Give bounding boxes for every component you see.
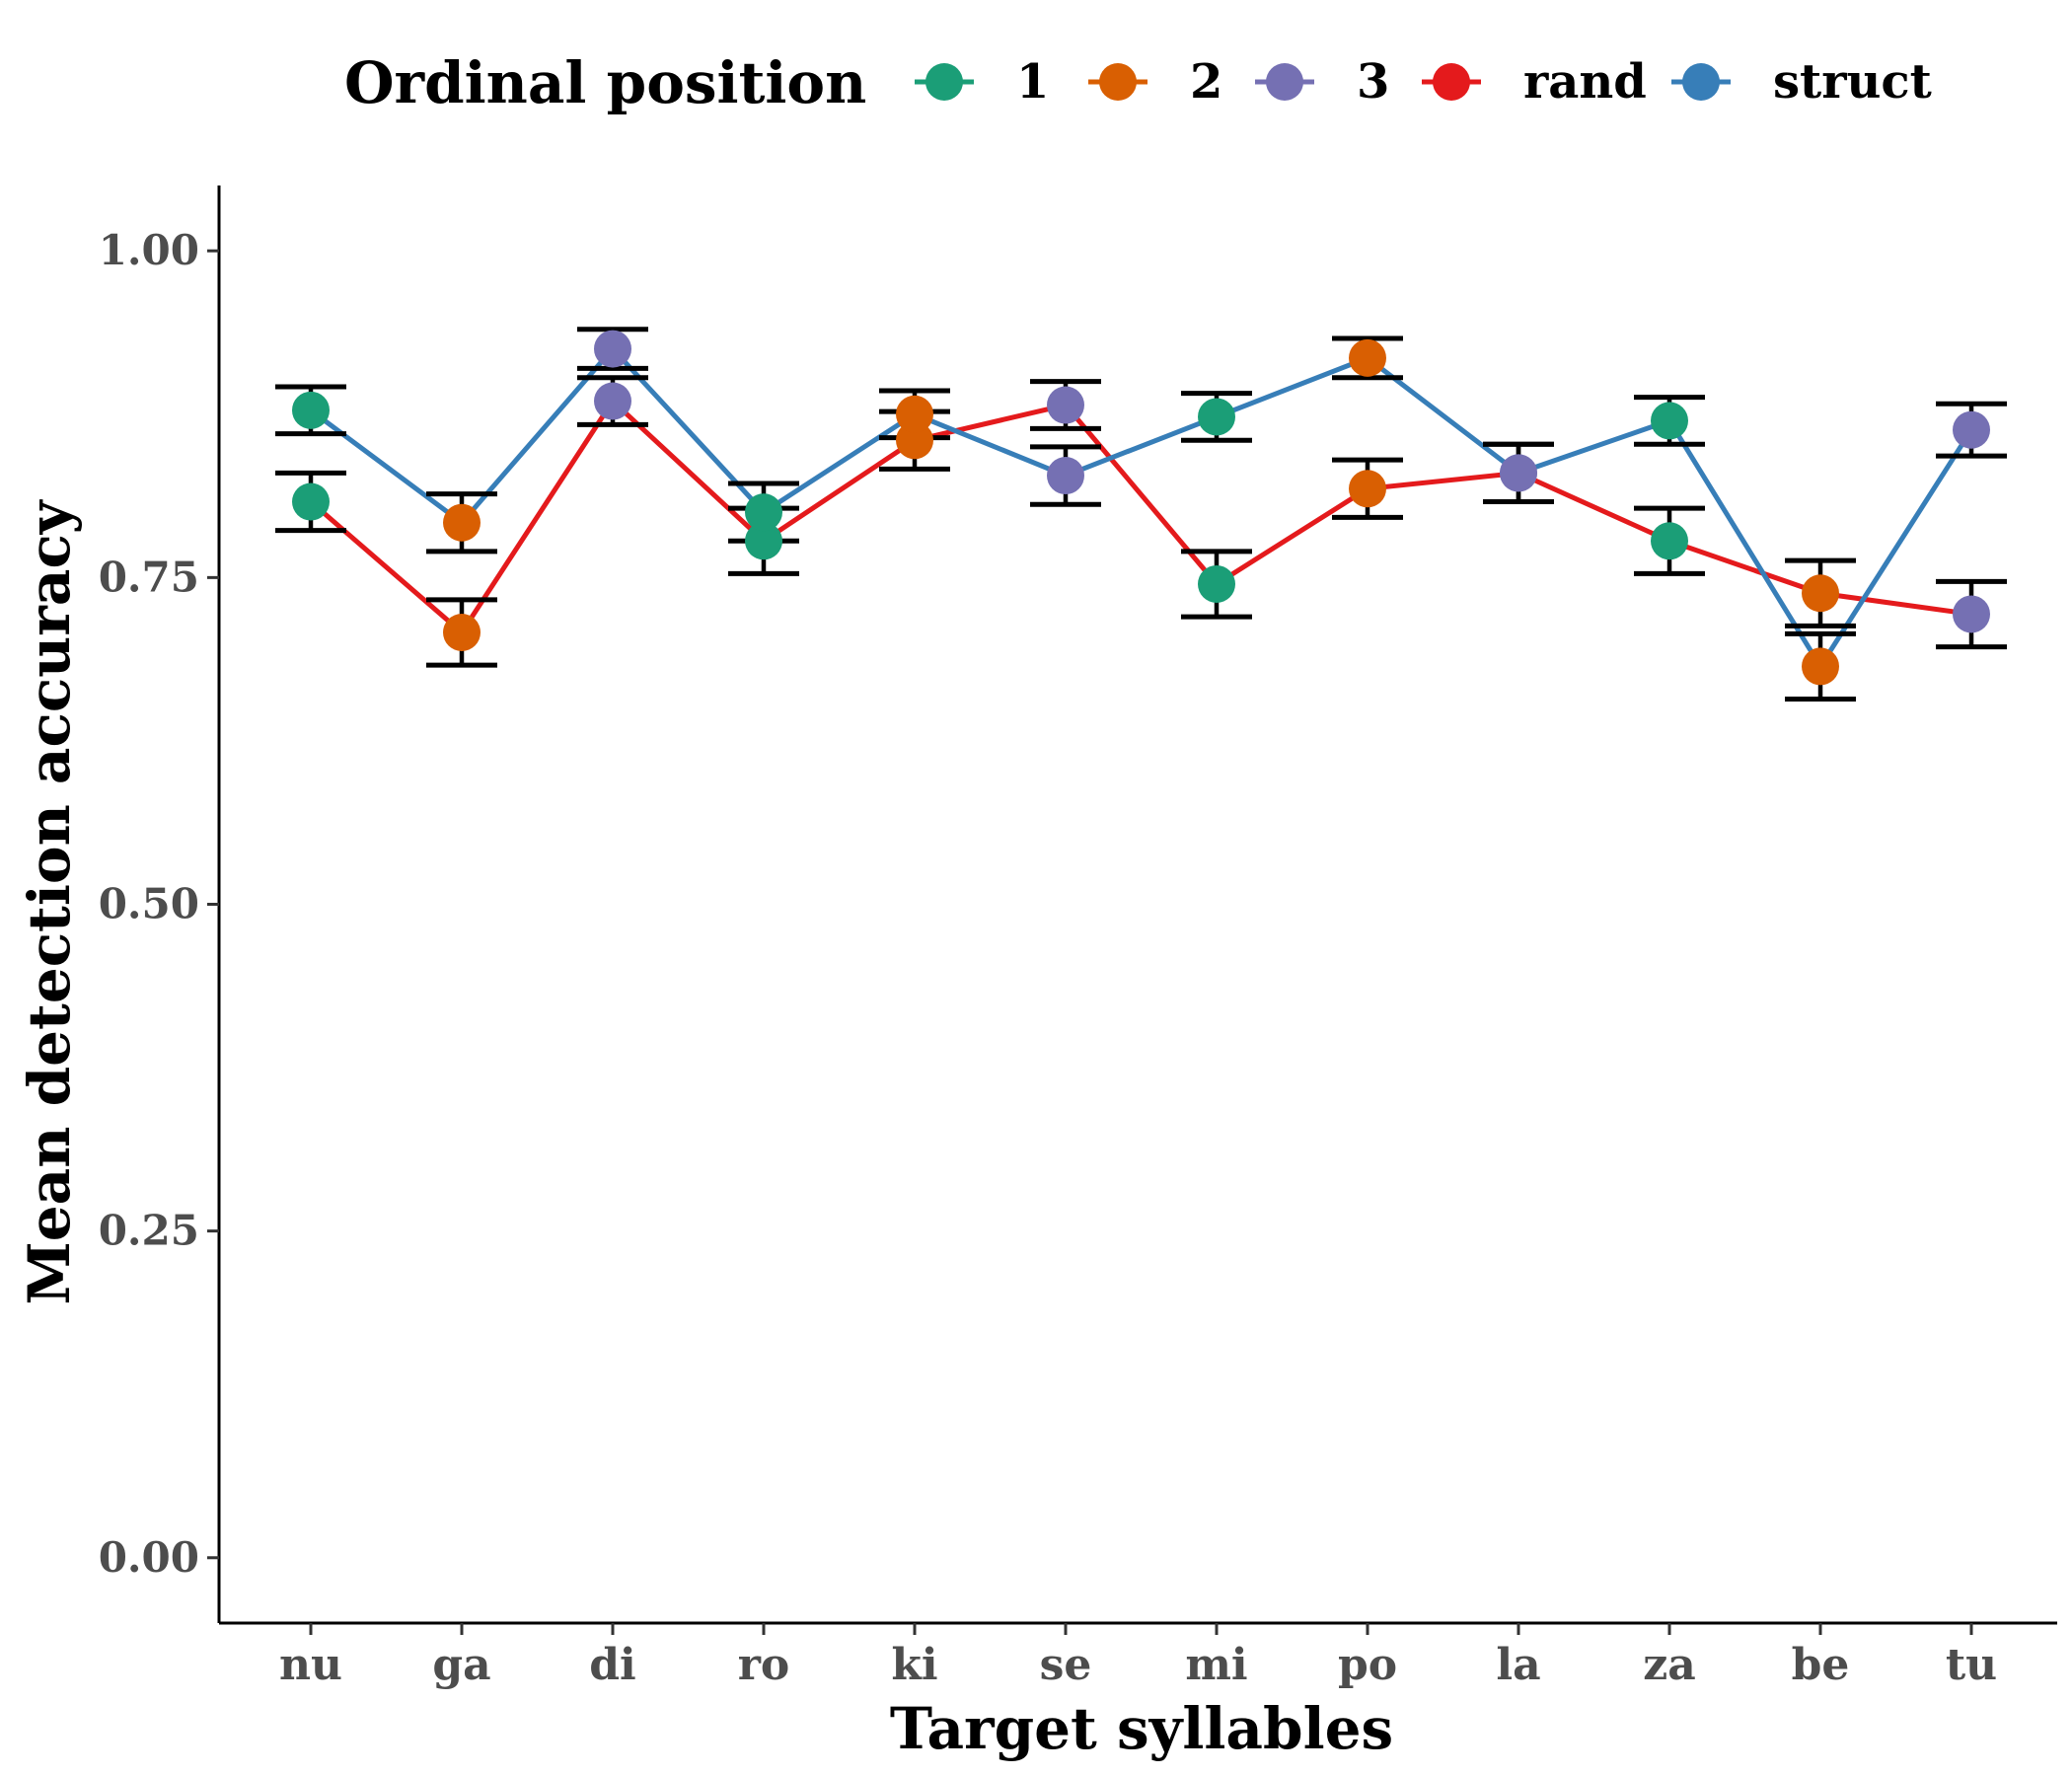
data-point [292, 391, 330, 429]
series-lines [309, 346, 1974, 669]
x-tick-label: po [1338, 1640, 1397, 1690]
legend-key-point [1433, 63, 1470, 101]
legend-key-point [925, 63, 963, 101]
data-point [1802, 647, 1839, 686]
data-point [1802, 574, 1839, 613]
data-point [594, 330, 631, 368]
data-point [745, 522, 782, 560]
y-ticks: 0.00 0.25 0.50 0.75 1.00 [99, 226, 219, 1582]
legend-label: 1 [1016, 54, 1049, 110]
data-point [1349, 338, 1386, 377]
x-tick-label: tu [1946, 1640, 1997, 1690]
x-tick-label: ga [432, 1640, 490, 1690]
legend-label: struct [1773, 54, 1932, 110]
y-tick-label: 0.75 [99, 553, 199, 601]
data-point [1198, 398, 1235, 436]
legend-entry-rand: rand [1422, 54, 1647, 110]
x-tick-label: mi [1185, 1640, 1247, 1690]
x-tick-label: ki [891, 1640, 937, 1690]
data-point [896, 395, 933, 433]
axes [217, 185, 2057, 1625]
x-ticks: nu ga di ro ki se mi po la za be tu [279, 1623, 1997, 1690]
x-tick-label: nu [279, 1640, 342, 1690]
y-axis-title: Mean detection accuracy [16, 498, 83, 1304]
y-tick-label: 0.00 [99, 1533, 199, 1582]
data-point [1953, 595, 1990, 633]
data-point [1651, 402, 1688, 440]
x-tick-label: se [1040, 1640, 1092, 1690]
legend-key-point [1099, 63, 1137, 101]
x-tick-label: di [589, 1640, 635, 1690]
data-point [1047, 457, 1084, 495]
data-points [292, 330, 1990, 686]
data-point [1953, 410, 1990, 449]
data-point [745, 493, 782, 532]
y-tick-label: 0.25 [99, 1207, 199, 1255]
data-point [292, 482, 330, 521]
legend-title: Ordinal position [344, 49, 866, 116]
data-point [443, 503, 481, 542]
legend-label: 3 [1357, 54, 1389, 110]
data-point [594, 382, 631, 420]
legend-entry-2: 2 [1088, 54, 1222, 110]
legend-entry-1: 1 [915, 54, 1049, 110]
data-point [1500, 454, 1537, 492]
x-tick-label: be [1792, 1640, 1850, 1690]
legend: Ordinal position 1 2 3 rand struct [344, 49, 1932, 116]
data-point [1349, 470, 1386, 508]
series-line-struct [309, 346, 1974, 669]
legend-key-point [1682, 63, 1720, 101]
x-tick-label: za [1643, 1640, 1696, 1690]
data-point [443, 613, 481, 651]
data-point [896, 421, 933, 460]
legend-entry-struct: struct [1671, 54, 1932, 110]
x-axis-title: Target syllables [890, 1695, 1393, 1762]
data-point [1198, 564, 1235, 603]
legend-label: rand [1523, 54, 1647, 110]
x-tick-label: la [1496, 1640, 1540, 1690]
data-point [1651, 522, 1688, 560]
legend-entry-3: 3 [1255, 54, 1389, 110]
y-tick-label: 1.00 [99, 226, 199, 274]
legend-key-point [1266, 63, 1303, 101]
x-tick-label: ro [738, 1640, 790, 1690]
legend-label: 2 [1190, 54, 1222, 110]
data-point [1047, 386, 1084, 424]
series-line-rand [309, 399, 1972, 635]
error-bars [275, 327, 2007, 703]
y-tick-label: 0.50 [99, 880, 199, 928]
